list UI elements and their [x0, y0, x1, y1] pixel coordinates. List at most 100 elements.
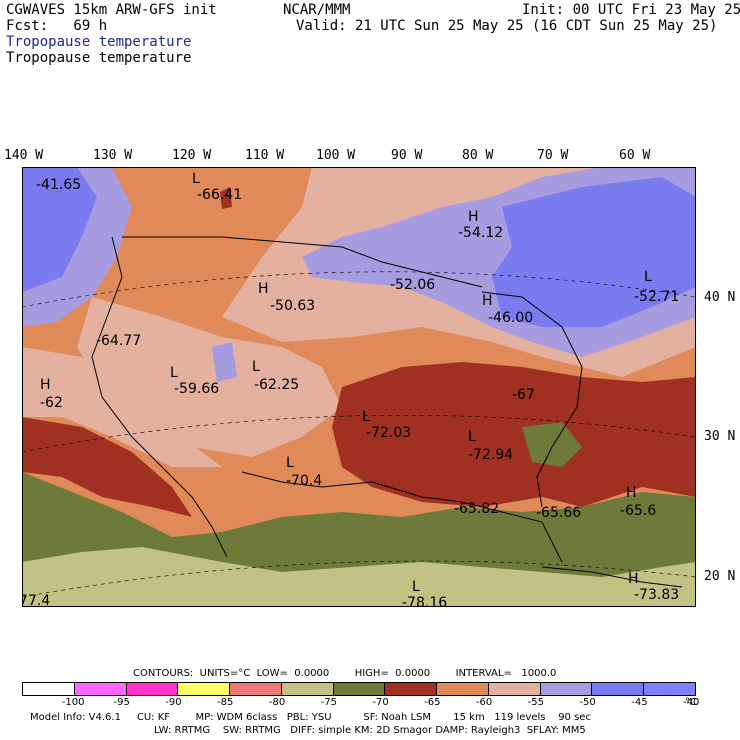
- colorbar-label: -45: [631, 697, 648, 708]
- extremum-type-21: H: [628, 571, 639, 587]
- colorbar-label: -55: [527, 697, 545, 708]
- extremum-type-7: L: [644, 269, 652, 285]
- map-frame: [22, 167, 696, 607]
- extremum-value-8: -64.77: [96, 333, 141, 349]
- org-label: NCAR/MMM: [283, 2, 351, 18]
- extremum-value-9: -59.66: [174, 381, 219, 397]
- colorbar-label: °C: [685, 697, 697, 708]
- coastline-gulf: [241, 471, 563, 563]
- model-info-line1: Model Info: V4.6.1 CU: KF MP: WDM 6class…: [30, 712, 591, 723]
- extremum-type-10: L: [252, 359, 260, 375]
- lat-label-30n: 30 N: [704, 429, 736, 444]
- tropopause-temperature-map: L -66.41 -41.65 H -54.12 H -50.63 -52.06…: [22, 167, 696, 607]
- colorbar-label: -70: [372, 697, 389, 708]
- lon-label-130w: 130 W: [93, 148, 133, 163]
- blue-patch-rockies: [212, 342, 237, 382]
- colorbar-label: -50: [579, 697, 596, 708]
- graticule-20n: [22, 560, 696, 598]
- valid-time: Valid: 21 UTC Sun 25 May 25 (16 CDT Sun …: [296, 18, 718, 34]
- colorbar-label: -60: [475, 697, 493, 708]
- shade-band-minus55-mid: [22, 347, 222, 467]
- colorbar-label: -95: [113, 697, 130, 708]
- colorbar-swatch: [436, 682, 489, 696]
- lon-label-70w: 70 W: [537, 148, 569, 163]
- extremum-value-4: -50.63: [270, 298, 315, 314]
- colorbar-label: -85: [217, 697, 234, 708]
- lon-label-80w: 80 W: [462, 148, 494, 163]
- extremum-type-4: H: [258, 281, 269, 297]
- lon-label-100w: 100 W: [316, 148, 356, 163]
- colorbar-label: -90: [165, 697, 182, 708]
- extremum-value-12: -67: [512, 387, 535, 403]
- extremum-value-3: -54.12: [458, 225, 503, 241]
- colorbar-label: -75: [320, 697, 337, 708]
- shade-band-minus65-central: [332, 362, 696, 507]
- extremum-value-19: -78.16: [402, 595, 447, 607]
- lake-feature: [220, 187, 232, 209]
- colorbar-swatch: [22, 682, 75, 696]
- shade-band-minus45-west: [22, 167, 97, 292]
- shaded-field-label: Tropopause temperature: [6, 34, 192, 50]
- colorbar-swatch: [332, 682, 386, 696]
- graticule-40n: [22, 271, 696, 308]
- extremum-value-17: -65.66: [536, 505, 581, 521]
- lon-label-140w: 140 W: [4, 148, 44, 163]
- graticule-30n: [22, 414, 696, 453]
- extremum-value-18: -65.6: [620, 503, 656, 519]
- colorbar-swatch: [229, 682, 282, 696]
- extremum-type-14: L: [468, 429, 476, 445]
- extremum-type-18: H: [626, 485, 637, 501]
- forecast-hour: Fcst: 69 h: [6, 18, 108, 34]
- extremum-value-10: -62.25: [254, 377, 299, 393]
- shade-band-minus65-west: [22, 417, 192, 517]
- lon-label-60w: 60 W: [619, 148, 651, 163]
- extremum-value-1: -66.41: [197, 187, 242, 203]
- contours-info: CONTOURS: UNITS=°C LOW= 0.0000 HIGH= 0.0…: [133, 668, 557, 679]
- extremum-type-19: L: [412, 579, 420, 595]
- extremum-type-6: H: [482, 293, 493, 309]
- colorbar-label: -80: [268, 697, 286, 708]
- colorbar-swatch: [487, 682, 541, 696]
- colorbar-label: -100: [61, 697, 85, 708]
- colorbar-swatch: [384, 682, 438, 696]
- colorbar-label: -40: [683, 697, 700, 708]
- colorbar-swatch: [125, 682, 179, 696]
- coastline-cuba: [541, 566, 683, 588]
- extremum-type-3: H: [468, 209, 479, 225]
- lat-label-20n: 20 N: [704, 569, 736, 584]
- extremum-value-15: -70.4: [286, 473, 322, 489]
- extremum-value-6: -46.00: [488, 310, 533, 326]
- extremum-value-13: -72.03: [366, 425, 411, 441]
- colorbar-swatch: [177, 682, 231, 696]
- extremum-type-15: L: [286, 455, 294, 471]
- extremum-value-2: -41.65: [36, 177, 81, 193]
- shade-band-minus70-east: [522, 422, 582, 467]
- lat-label-40n: 40 N: [704, 290, 736, 305]
- colorbar-swatch: [591, 682, 645, 696]
- extremum-type-1: L: [192, 171, 200, 187]
- extremum-value-7: -52.71: [634, 289, 679, 305]
- lon-label-90w: 90 W: [391, 148, 423, 163]
- lon-label-120w: 120 W: [172, 148, 212, 163]
- border-us-canada: [122, 236, 483, 288]
- contour-field-label: Tropopause temperature: [6, 50, 192, 66]
- extremum-value-16: -65.82: [454, 501, 499, 517]
- colorbar-swatch: [643, 682, 696, 696]
- colorbar-swatch: [280, 682, 334, 696]
- init-time: Init: 00 UTC Fri 23 May 25: [522, 2, 740, 18]
- coastline-west: [91, 236, 228, 558]
- colorbar-swatch: [539, 682, 593, 696]
- extremum-value-14: -72.94: [468, 447, 513, 463]
- extremum-value-11: -62: [40, 395, 63, 411]
- coastline-east: [481, 291, 583, 508]
- extremum-type-9: L: [170, 365, 178, 381]
- model-title: CGWAVES 15km ARW-GFS init: [6, 2, 217, 18]
- shade-band-minus75-south: [22, 547, 696, 607]
- colorbar-swatch: [73, 682, 127, 696]
- extremum-value-5: -52.06: [390, 277, 435, 293]
- extremum-type-11: H: [40, 377, 51, 393]
- extremum-type-13: L: [362, 409, 370, 425]
- colorbar-label: -65: [424, 697, 441, 708]
- extremum-value-21: -73.83: [634, 587, 679, 603]
- model-info-line2: LW: RRTMG SW: RRTMG DIFF: simple KM: 2D …: [154, 725, 586, 736]
